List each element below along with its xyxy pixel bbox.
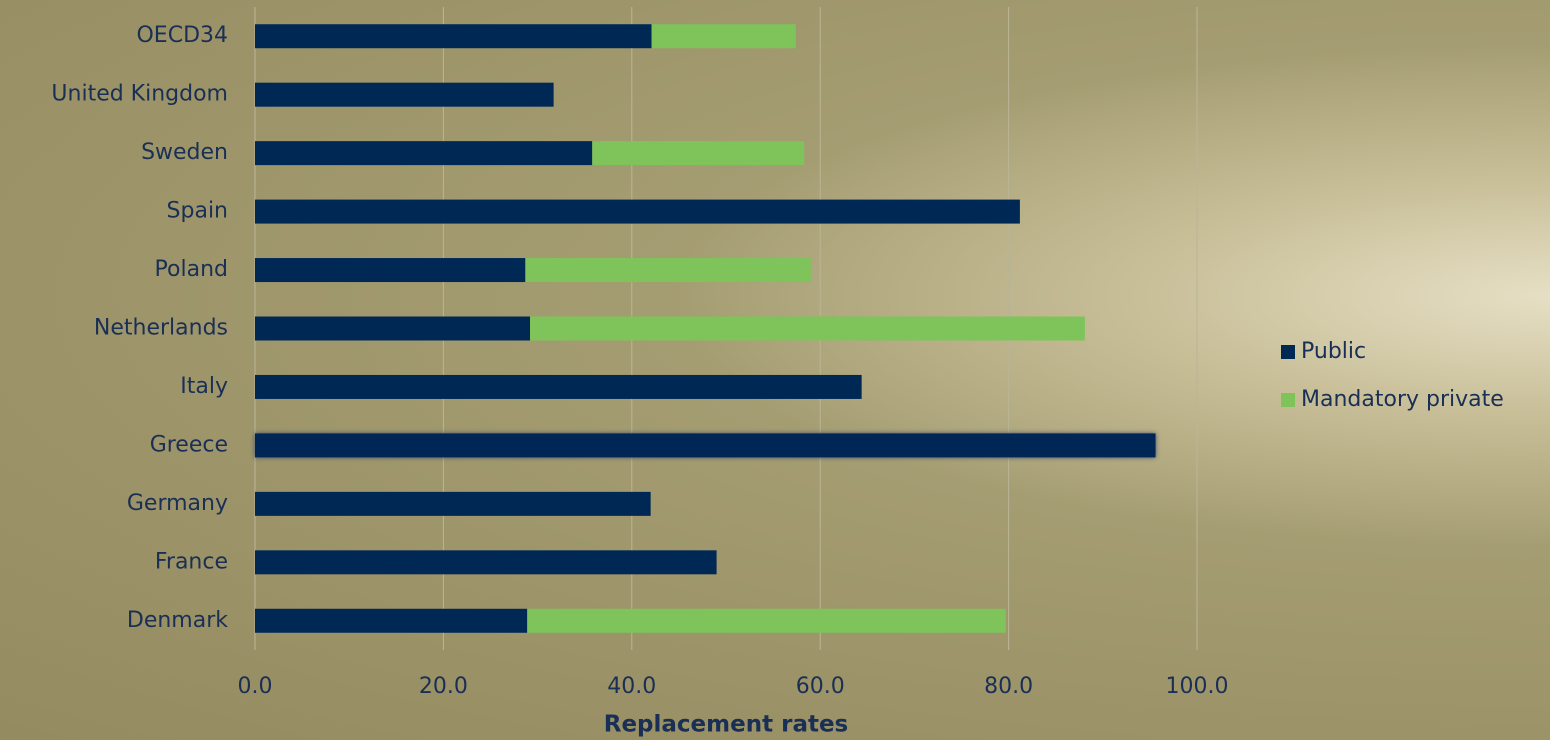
y-tick-label: Netherlands: [94, 316, 228, 341]
bar-segment: [530, 316, 1085, 341]
bar-segment: [592, 141, 805, 166]
bar-segment: [651, 24, 796, 49]
legend-swatch: [1281, 393, 1295, 407]
bar-segment: [255, 24, 652, 49]
legend-swatch: [1281, 345, 1295, 359]
bar-segment: [525, 258, 811, 283]
y-tick-label: Poland: [155, 257, 228, 282]
legend-label: Public: [1301, 339, 1366, 364]
y-tick-label: Sweden: [141, 140, 228, 165]
x-tick-label: 20.0: [419, 674, 468, 699]
y-tick-label: Spain: [167, 199, 228, 224]
bar-segment: [527, 608, 1006, 633]
bars: [255, 24, 1156, 633]
bar-segment: [255, 316, 531, 341]
bar-segment: [255, 82, 554, 107]
bar-segment: [255, 550, 717, 575]
x-tick-label: 80.0: [984, 674, 1033, 699]
y-tick-label: Denmark: [127, 608, 228, 633]
y-tick-label: United Kingdom: [51, 82, 228, 107]
y-tick-label: France: [155, 549, 228, 574]
x-axis-label: Replacement rates: [604, 712, 849, 738]
y-tick-label: Greece: [150, 432, 228, 457]
x-tick-label: 40.0: [607, 674, 656, 699]
y-tick-label: Germany: [127, 491, 228, 516]
y-tick-label: OECD34: [136, 23, 228, 48]
y-tick-label: Italy: [180, 374, 228, 399]
legend-label: Mandatory private: [1301, 387, 1504, 412]
bar-segment: [255, 258, 526, 283]
bar-segment: [255, 374, 862, 399]
x-tick-label: 100.0: [1166, 674, 1229, 699]
bar-segment: [255, 608, 528, 633]
bar-segment: [255, 141, 593, 166]
bar-segment: [255, 199, 1020, 224]
x-tick-label: 60.0: [796, 674, 845, 699]
bar-segment: [255, 433, 1156, 458]
bar-segment: [255, 491, 651, 516]
x-tick-label: 0.0: [238, 674, 273, 699]
